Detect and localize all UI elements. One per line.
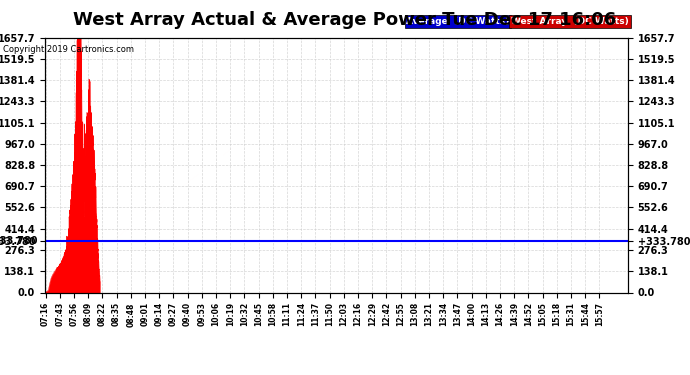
Text: +333.780: +333.780 [0,236,38,246]
Text: Average  (DC Watts): Average (DC Watts) [406,17,510,26]
Text: West Array  (DC Watts): West Array (DC Watts) [511,17,629,26]
Text: West Array Actual & Average Power Tue Dec 17 16:06: West Array Actual & Average Power Tue De… [73,11,617,29]
Text: Copyright 2019 Cartronics.com: Copyright 2019 Cartronics.com [3,45,135,54]
